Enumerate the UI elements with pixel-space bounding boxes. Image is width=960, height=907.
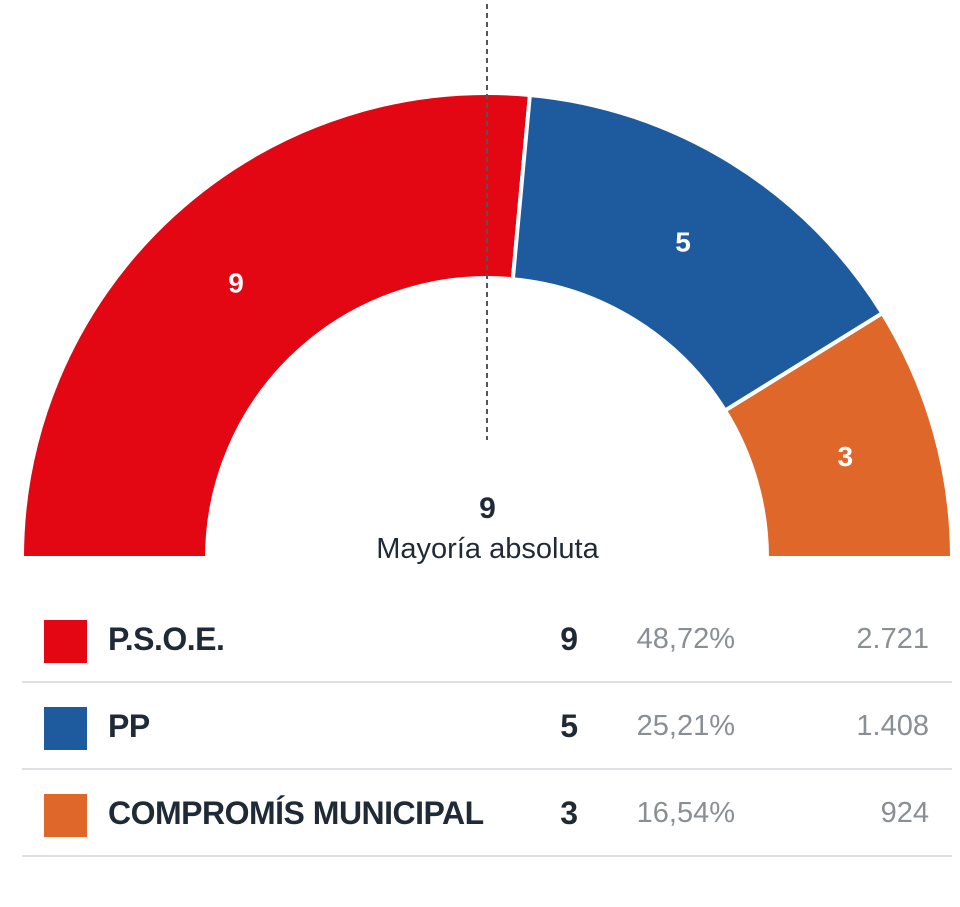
party-votes: 924 bbox=[880, 797, 929, 829]
party-percent: 48,72% bbox=[636, 623, 735, 655]
party-seats: 3 bbox=[560, 795, 578, 831]
hemicycle-segment-2 bbox=[722, 310, 955, 560]
segment-seat-label-2: 3 bbox=[837, 441, 853, 472]
hemicycle-segment-1 bbox=[510, 92, 886, 414]
party-name: PP bbox=[108, 708, 150, 744]
majority-label: Mayoría absoluta bbox=[376, 533, 599, 565]
result-row-compromis: COMPROMÍS MUNICIPAL 3 16,54% 924 bbox=[22, 770, 952, 857]
hemicycle-segment-0 bbox=[19, 91, 533, 560]
party-votes: 1.408 bbox=[856, 710, 929, 742]
party-seats: 9 bbox=[560, 621, 578, 657]
party-name: COMPROMÍS MUNICIPAL bbox=[108, 795, 484, 831]
result-row-pp: PP 5 25,21% 1.408 bbox=[22, 683, 952, 770]
result-row-psoe: P.S.O.E. 9 48,72% 2.721 bbox=[22, 596, 952, 683]
majority-seats: 9 bbox=[479, 492, 496, 525]
segment-seat-label-0: 9 bbox=[228, 268, 244, 299]
results-table: P.S.O.E. 9 48,72% 2.721 PP 5 25,21% 1.40… bbox=[22, 596, 952, 857]
segment-seat-label-1: 5 bbox=[675, 226, 691, 257]
party-color-swatch bbox=[44, 707, 87, 750]
party-color-swatch bbox=[44, 620, 87, 663]
party-percent: 25,21% bbox=[636, 710, 735, 742]
party-percent: 16,54% bbox=[636, 797, 735, 829]
party-name: P.S.O.E. bbox=[108, 621, 225, 657]
hemicycle-chart: 9 5 3 bbox=[19, 4, 955, 560]
party-votes: 2.721 bbox=[856, 623, 929, 655]
party-seats: 5 bbox=[560, 708, 578, 744]
party-color-swatch bbox=[44, 794, 87, 837]
